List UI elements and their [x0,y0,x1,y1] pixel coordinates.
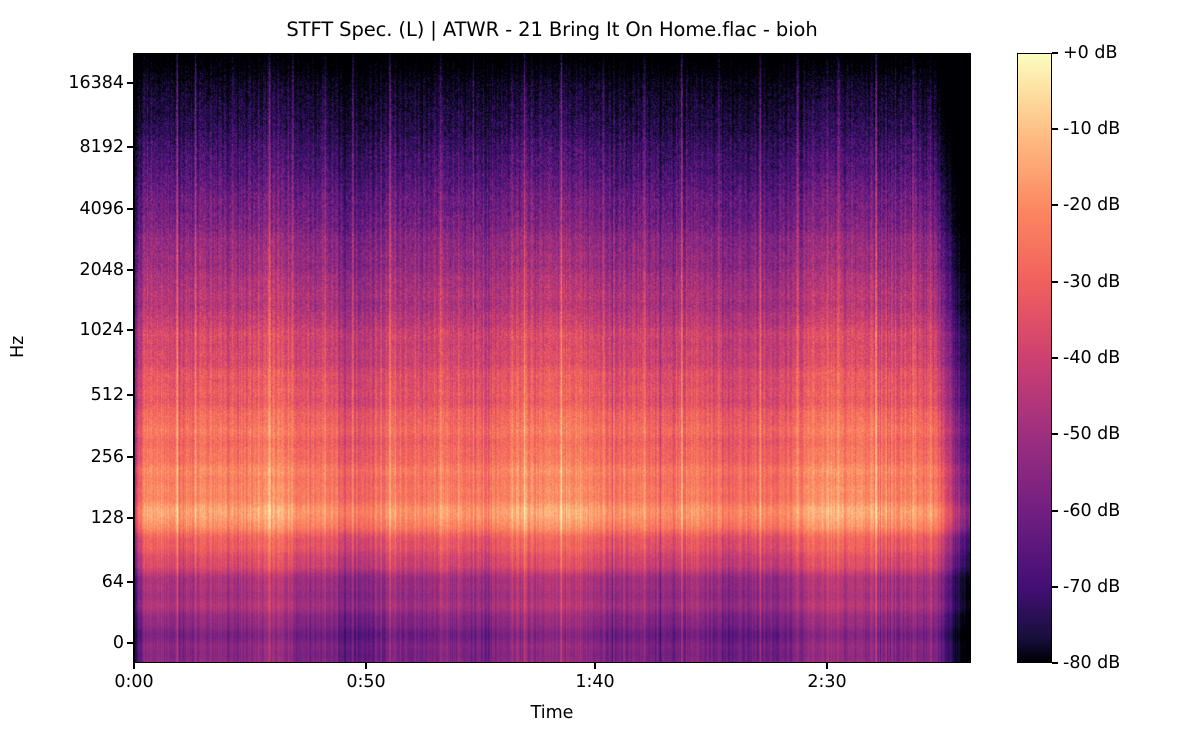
y-tick-label: 1024 [79,320,124,340]
colorbar-tick-label: -70 dB [1063,577,1121,597]
colorbar-tick-label: -50 dB [1063,424,1121,444]
y-tick-mark [127,394,133,396]
colorbar-tick-label: +0 dB [1063,43,1118,63]
y-tick-label: 8192 [79,137,124,157]
colorbar-tick-mark [1052,433,1058,435]
colorbar-tick-label: -40 dB [1063,348,1121,368]
x-tick-mark [365,663,367,669]
x-axis-label: Time [530,703,574,723]
colorbar-tick-mark [1052,586,1058,588]
colorbar-tick-mark [1052,52,1058,54]
colorbar-tick-mark [1052,281,1058,283]
y-tick-label: 64 [101,572,124,592]
colorbar-tick-label: -60 dB [1063,501,1121,521]
colorbar-tick-label: -30 dB [1063,272,1121,292]
spectrogram-plot-area[interactable] [133,53,971,663]
y-tick-label: 4096 [79,199,124,219]
y-tick-label: 2048 [79,260,124,280]
x-tick-label: 2:30 [807,672,847,692]
colorbar-tick-label: -10 dB [1063,119,1121,139]
y-axis-label: Hz [8,335,28,358]
x-tick-mark [594,663,596,669]
colorbar-tick-mark [1052,357,1058,359]
page-title: STFT Spec. (L) | ATWR - 21 Bring It On H… [286,18,818,41]
colorbar-tick-mark [1052,510,1058,512]
y-tick-mark [127,329,133,331]
x-tick-label: 1:40 [575,672,615,692]
colorbar-tick-mark [1052,662,1058,664]
y-tick-mark [127,82,133,84]
colorbar-tick-mark [1052,128,1058,130]
colorbar-tick-mark [1052,204,1058,206]
y-tick-label: 512 [90,385,124,405]
x-tick-mark [826,663,828,669]
colorbar-tick-label: -20 dB [1063,195,1121,215]
x-tick-label: 0:00 [114,672,154,692]
y-tick-mark [127,517,133,519]
y-tick-mark [127,456,133,458]
y-tick-label: 256 [90,447,124,467]
y-tick-mark [127,269,133,271]
spectrogram-image [134,54,970,662]
y-tick-mark [127,581,133,583]
y-tick-label: 128 [90,508,124,528]
y-tick-label: 16384 [68,73,124,93]
colorbar-gradient[interactable] [1017,53,1052,663]
x-tick-mark [133,663,135,669]
colorbar-tick-label: -80 dB [1063,653,1121,673]
y-tick-label: 0 [112,633,124,653]
y-tick-mark [127,146,133,148]
y-tick-mark [127,208,133,210]
x-tick-label: 0:50 [346,672,386,692]
y-tick-mark [127,642,133,644]
